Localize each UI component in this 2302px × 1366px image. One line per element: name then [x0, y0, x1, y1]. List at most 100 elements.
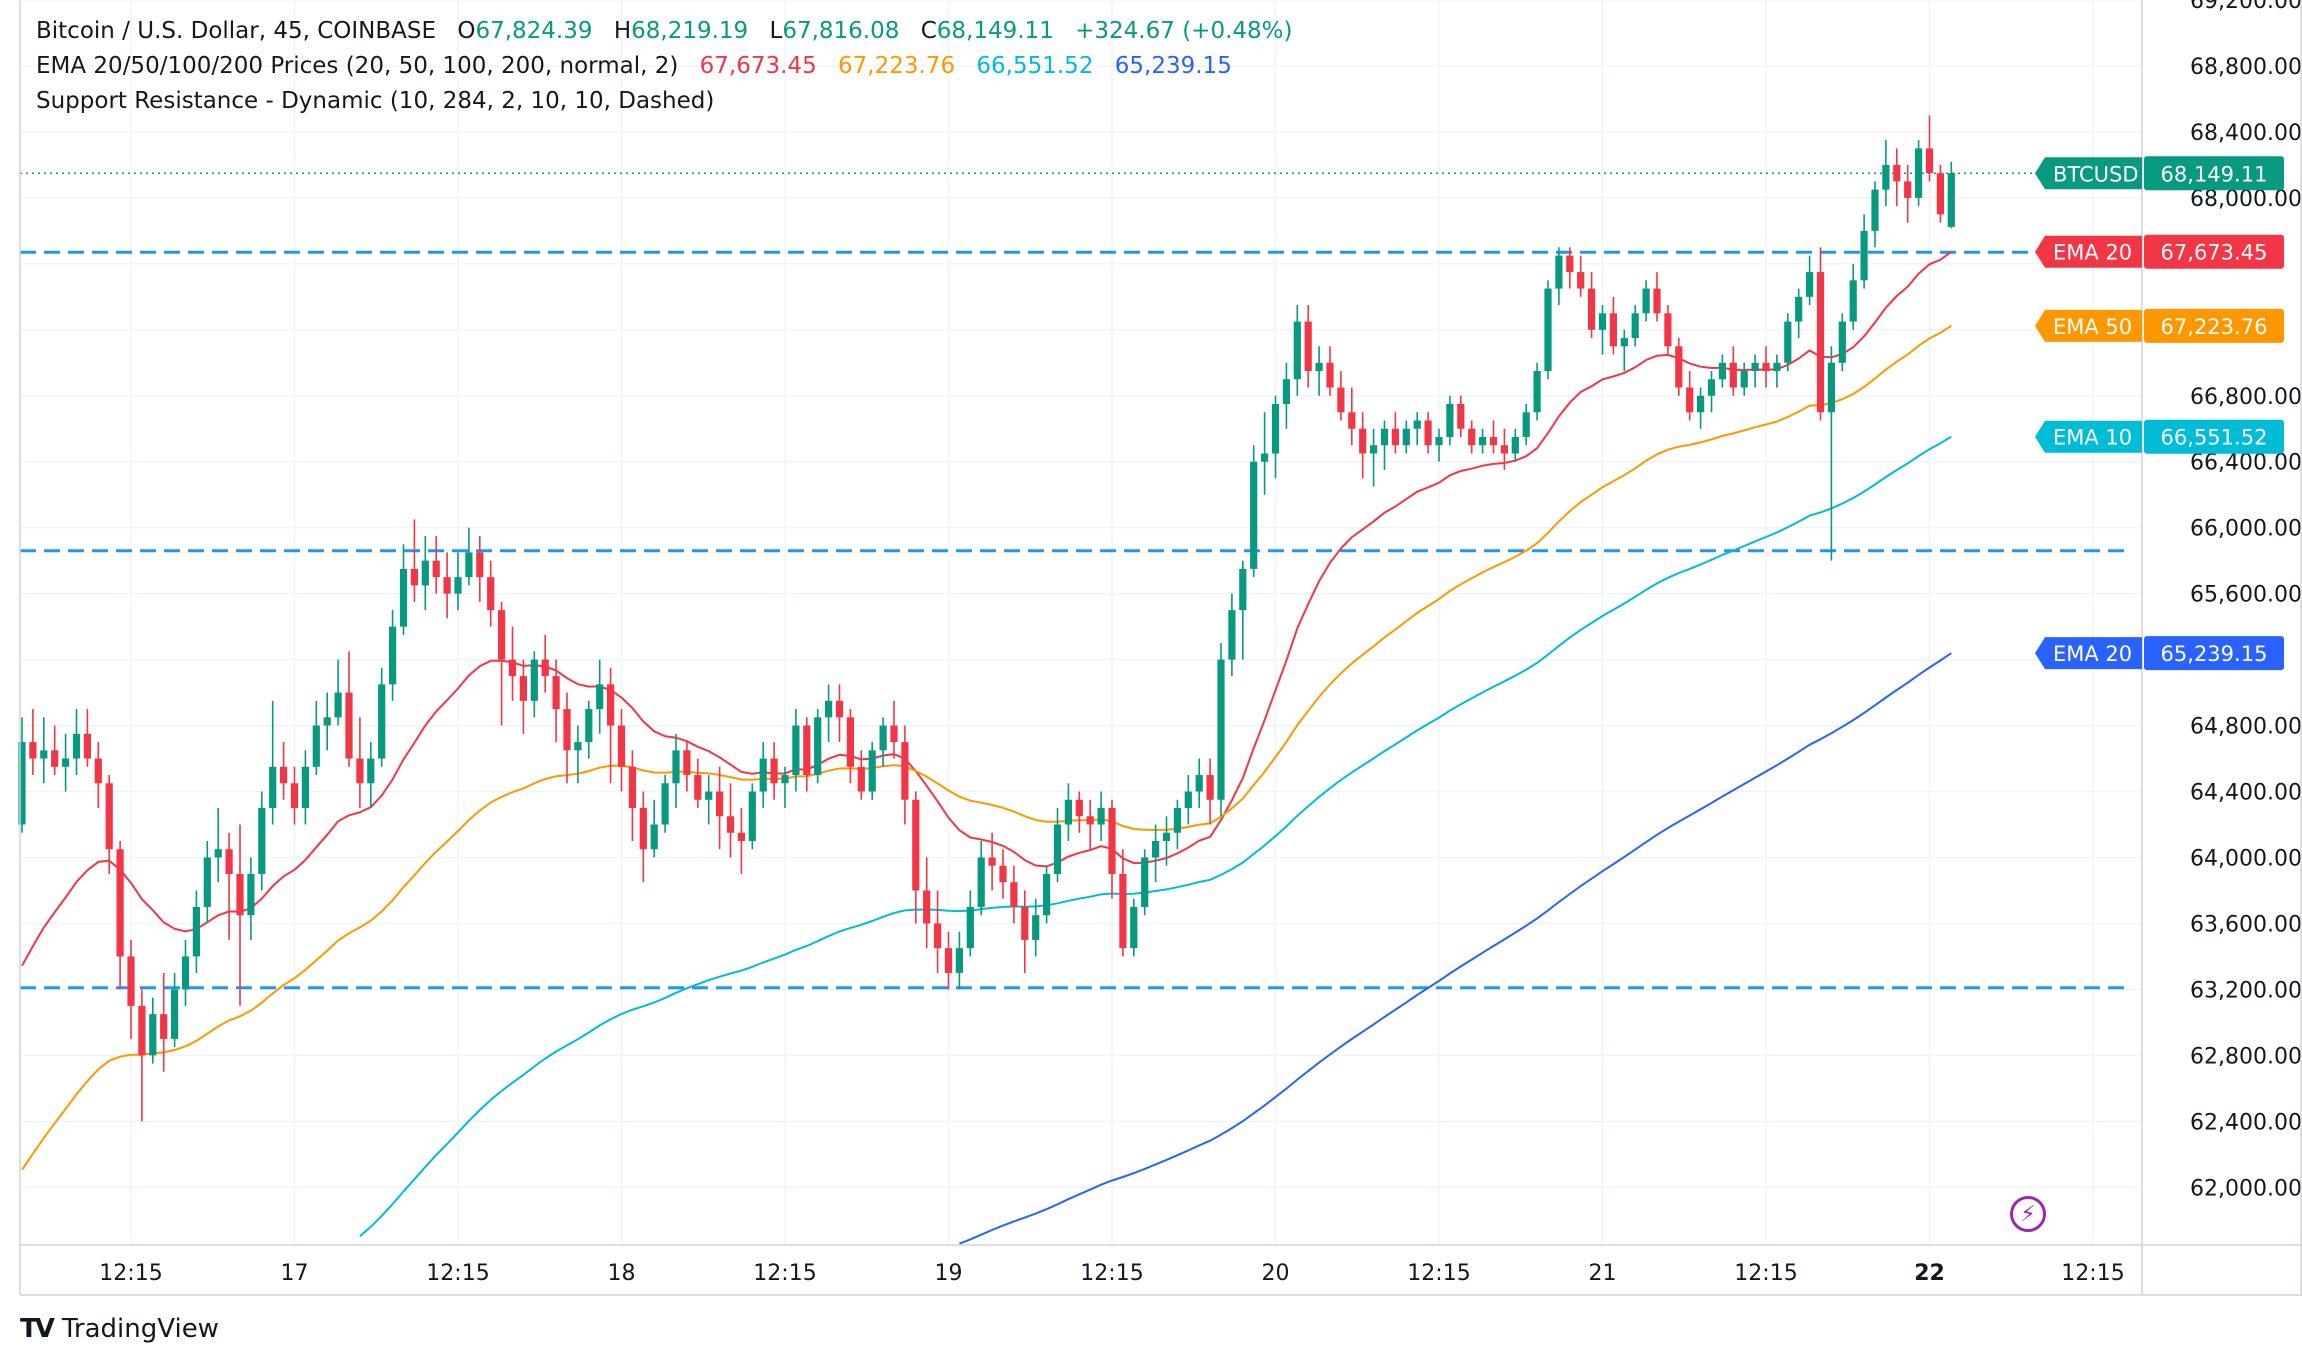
- x-tick-label: 12:15: [1080, 1261, 1143, 1286]
- price-labels: BTCUSD 68,149.11 EMA 20 67,673.45 EMA 50 67,2…: [2035, 156, 2284, 671]
- candle-body: [1806, 272, 1814, 297]
- candle-body: [1479, 436, 1487, 446]
- y-tick-label: 69,200.00: [2190, 0, 2302, 14]
- candle-body: [301, 766, 309, 809]
- candle-body: [269, 766, 277, 809]
- y-tick-label: 68,800.00: [2190, 55, 2302, 80]
- axes: 62,000.00 62,400.00 62,800.00 63,200.00 63,6…: [19, 0, 2302, 1296]
- price-label-tag: [2035, 309, 2142, 342]
- candle-body: [585, 709, 593, 743]
- candle-body: [410, 568, 418, 586]
- ema50-value: 67,223.76: [838, 53, 956, 79]
- support-resistance-lines: [20, 172, 2142, 990]
- candle-body: [18, 742, 26, 825]
- candle-body: [1588, 288, 1596, 330]
- candle-body: [1609, 313, 1617, 347]
- candle-body: [1718, 362, 1726, 380]
- candles: [18, 115, 1955, 1122]
- candle-body: [1500, 445, 1508, 454]
- candle-body: [1195, 775, 1203, 792]
- candle-body: [1936, 173, 1944, 215]
- candle-body: [672, 750, 680, 784]
- candle-body: [1250, 461, 1258, 569]
- candle-body: [258, 808, 266, 874]
- candle-body: [716, 791, 724, 817]
- candle-body: [290, 783, 299, 809]
- candle-body: [1032, 915, 1040, 940]
- x-tick-label: 22: [1914, 1261, 1945, 1286]
- candle-body: [639, 808, 647, 850]
- lightning-icon[interactable]: ⚡: [2010, 1196, 2046, 1232]
- candle-body: [1304, 321, 1312, 372]
- candle-body: [770, 758, 778, 784]
- price-label-name: EMA 10: [2053, 426, 2132, 450]
- candle-body: [1064, 799, 1072, 825]
- candle-body: [40, 750, 48, 759]
- price-label-box: [2144, 156, 2284, 191]
- legend-symbol-row[interactable]: Bitcoin / U.S. Dollar, 45, COINBASE O67,…: [36, 14, 1292, 49]
- candle-body: [1522, 412, 1530, 437]
- high-label: H: [613, 18, 632, 44]
- low-label: L: [769, 18, 783, 44]
- y-tick-label: 66,000.00: [2190, 517, 2302, 542]
- candle-body: [574, 742, 582, 751]
- price-label-ema-20: EMA 20 65,239.15: [2035, 636, 2284, 671]
- candle-body: [1119, 873, 1127, 949]
- price-label-tag: [2035, 157, 2142, 190]
- candle-body: [1893, 164, 1901, 182]
- price-label-box: [2144, 234, 2284, 269]
- y-tick-label: 62,000.00: [2190, 1176, 2302, 1201]
- candle-body: [1533, 371, 1541, 413]
- y-tick-label: 63,200.00: [2190, 978, 2302, 1003]
- price-label-name: EMA 50: [2053, 315, 2132, 339]
- candle-body: [1293, 321, 1301, 380]
- candle-body: [944, 948, 953, 973]
- candle-body: [846, 717, 854, 767]
- change-value: +324.67 (+0.48%): [1075, 18, 1293, 44]
- candle-body: [1947, 173, 1955, 227]
- candle-body: [1686, 387, 1694, 413]
- candle-body: [552, 676, 560, 710]
- y-tick-label: 66,400.00: [2190, 451, 2302, 476]
- candle-body: [1184, 791, 1192, 809]
- y-tick-label: 68,400.00: [2190, 121, 2302, 146]
- candle-body: [1675, 346, 1683, 388]
- price-label-btcusd: BTCUSD 68,149.11: [2035, 156, 2284, 191]
- candle-body: [203, 857, 211, 907]
- ema-line-20: [21, 250, 1952, 967]
- candle-body: [1217, 659, 1225, 800]
- price-label-tag: [2035, 637, 2142, 670]
- candle-body: [334, 692, 342, 718]
- grid: [20, 0, 2142, 1245]
- sr-indicator-title: Support Resistance - Dynamic (10, 284, 2…: [36, 88, 715, 114]
- candle-body: [1108, 808, 1116, 874]
- close-label: C: [920, 18, 937, 44]
- candle-body: [1413, 420, 1421, 429]
- candle-body: [1261, 453, 1269, 462]
- candle-body: [1740, 371, 1748, 388]
- y-tick-label: 62,400.00: [2190, 1110, 2302, 1135]
- candle-body: [378, 684, 386, 759]
- y-tick-label: 63,600.00: [2190, 912, 2302, 937]
- candle-body: [1206, 775, 1214, 800]
- tradingview-logo[interactable]: TV TradingView: [20, 1314, 219, 1344]
- candle-body: [72, 733, 81, 759]
- candle-body: [541, 659, 549, 677]
- y-tick-label: 62,800.00: [2190, 1044, 2302, 1069]
- legend-ema-row[interactable]: EMA 20/50/100/200 Prices (20, 50, 100, 2…: [36, 49, 1292, 84]
- ema100-value: 66,551.52: [976, 53, 1094, 79]
- candle-body: [1827, 362, 1835, 413]
- candle-body: [83, 733, 91, 759]
- candle-body: [857, 766, 865, 792]
- legend: Bitcoin / U.S. Dollar, 45, COINBASE O67,…: [36, 14, 1292, 119]
- candle-body: [1021, 906, 1029, 940]
- candle-body: [628, 766, 636, 809]
- legend-sr-row[interactable]: Support Resistance - Dynamic (10, 284, 2…: [36, 84, 1292, 119]
- candle-body: [1838, 321, 1846, 363]
- price-label-ema-50: EMA 50 67,223.76: [2035, 308, 2284, 343]
- candle-body: [356, 758, 364, 784]
- candle-body: [1370, 445, 1378, 454]
- price-label-box: [2144, 308, 2284, 343]
- candle-body: [1697, 395, 1705, 413]
